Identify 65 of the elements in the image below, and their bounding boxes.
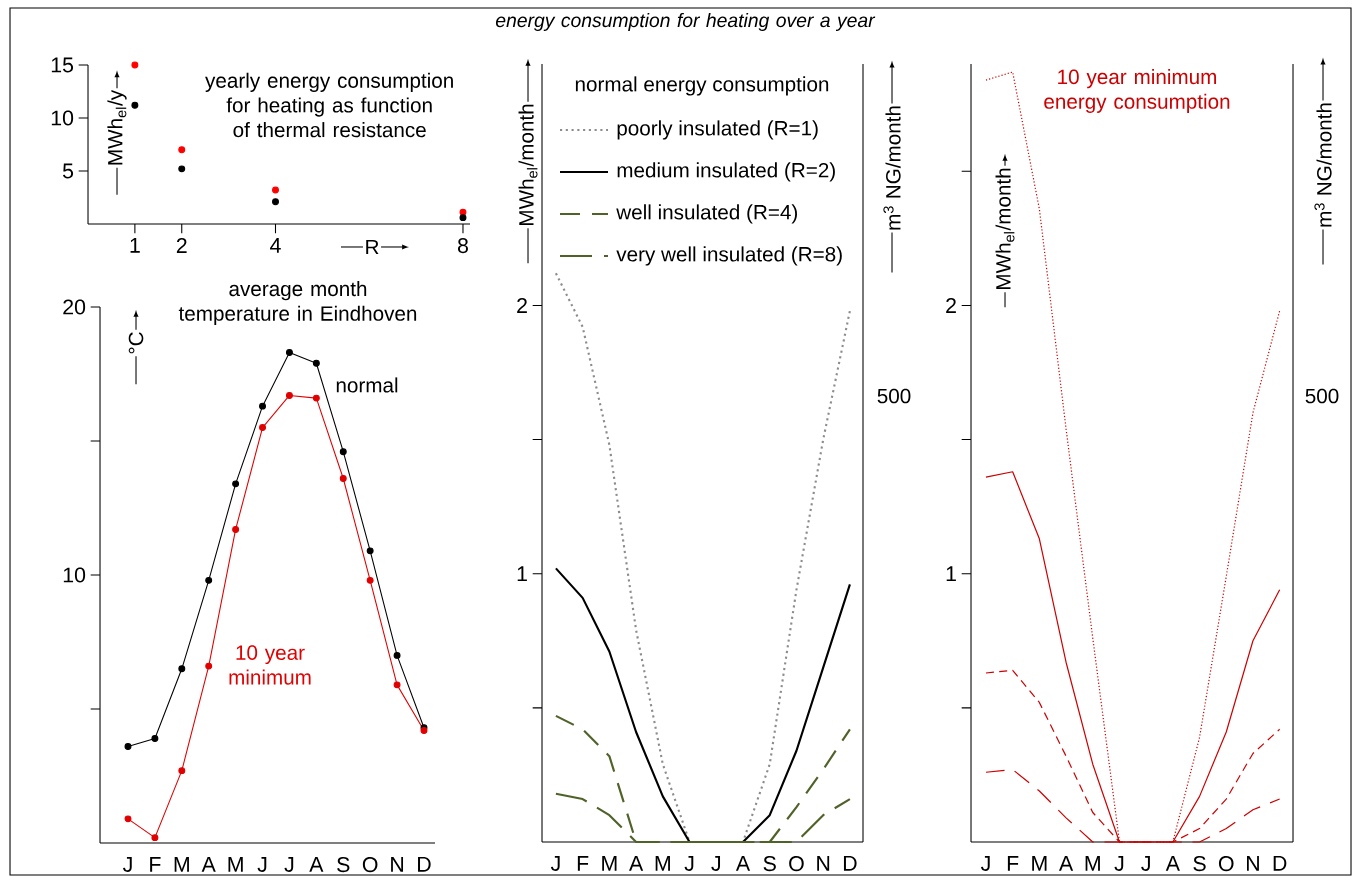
x-tick-label: M bbox=[602, 856, 617, 871]
annotation: 10 year minimum bbox=[229, 645, 311, 685]
x-tick-label: F bbox=[577, 856, 589, 871]
x-tick-label: 1 bbox=[130, 238, 140, 253]
x-tick-label: D bbox=[843, 856, 857, 871]
y-tick-label: 10 bbox=[63, 567, 86, 583]
x-tick-label: N bbox=[1247, 856, 1259, 871]
y-axis-title: MWh$_{el}$/month bbox=[995, 168, 1015, 289]
x-tick-label: A bbox=[201, 857, 216, 872]
text: 500 bbox=[877, 388, 911, 404]
chart-title: energy consumption for heating over a year bbox=[495, 12, 876, 31]
x-tick-label: M bbox=[655, 856, 670, 871]
y-tick-label: 5 bbox=[62, 163, 74, 179]
x-tick-label: M bbox=[174, 857, 189, 872]
x-tick-label: N bbox=[817, 856, 830, 871]
x-tick-label: M bbox=[228, 857, 243, 872]
x-tick-label: F bbox=[150, 857, 161, 872]
x-axis-title: R bbox=[366, 239, 379, 255]
x-tick-label: M bbox=[1085, 856, 1100, 871]
x-tick-label: O bbox=[1218, 856, 1234, 872]
x-tick-label: 4 bbox=[270, 238, 281, 253]
text: 10 year minimum energy consumption bbox=[1044, 69, 1230, 113]
x-tick-label: N bbox=[391, 857, 404, 872]
text: yearly energy consumption for heating as function of thermal resistance bbox=[205, 72, 453, 138]
x-tick-label: 2 bbox=[176, 238, 187, 253]
x-tick-label: J bbox=[284, 857, 294, 872]
x-tick-label: 8 bbox=[457, 238, 468, 254]
x-tick-label: S bbox=[763, 856, 776, 872]
x-tick-label: D bbox=[418, 857, 431, 872]
x-tick-label: A bbox=[735, 856, 751, 871]
legend-title: normal energy consumption bbox=[575, 76, 829, 96]
x-tick-label: O bbox=[362, 857, 378, 873]
x-tick-label: A bbox=[1165, 856, 1180, 871]
chart-title: average month temperature in Eindhoven bbox=[178, 281, 417, 325]
text: 500 bbox=[1305, 388, 1339, 404]
x-tick-label: J bbox=[711, 856, 721, 871]
x-tick-label: J bbox=[257, 857, 267, 872]
legend-label: medium insulated (R=2) bbox=[617, 162, 835, 182]
x-tick-label: J bbox=[123, 857, 132, 872]
x-tick-label: J bbox=[1114, 856, 1124, 871]
x-tick-label: J bbox=[1141, 856, 1150, 871]
x-tick-label: A bbox=[1058, 856, 1074, 871]
x-tick-label: A bbox=[629, 856, 644, 871]
y-tick-label: 10 bbox=[51, 110, 74, 126]
x-tick-label: F bbox=[1007, 856, 1019, 871]
x-tick-label: S bbox=[1193, 856, 1206, 872]
x-tick-label: O bbox=[789, 856, 804, 872]
y-axis-title: MWh$_{el}$/month bbox=[518, 104, 538, 225]
x-tick-label: J bbox=[684, 856, 694, 871]
legend-label: poorly insulated (R=1) bbox=[617, 120, 818, 140]
y-axis-title: MWh$_{el}$/y bbox=[107, 89, 127, 165]
x-tick-label: J bbox=[550, 856, 560, 871]
legend-label: well insulated (R=4) bbox=[616, 204, 798, 224]
x-tick-label: D bbox=[1273, 856, 1287, 871]
legend-label: very well insulated (R=8) bbox=[616, 246, 842, 266]
x-tick-label: S bbox=[337, 857, 350, 873]
x-tick-label: J bbox=[980, 856, 990, 871]
y2-axis-title: m$^{3}$ NG/month bbox=[883, 106, 901, 230]
annotation: normal bbox=[336, 377, 398, 393]
x-tick-label: M bbox=[1032, 856, 1047, 871]
y-axis-title: °C bbox=[128, 332, 144, 354]
y-tick-label: 15 bbox=[51, 57, 74, 73]
y2-axis-title: m$^{3}$ NG/month bbox=[1314, 103, 1332, 227]
x-tick-label: A bbox=[309, 857, 324, 872]
y-tick-label: 20 bbox=[63, 299, 86, 315]
